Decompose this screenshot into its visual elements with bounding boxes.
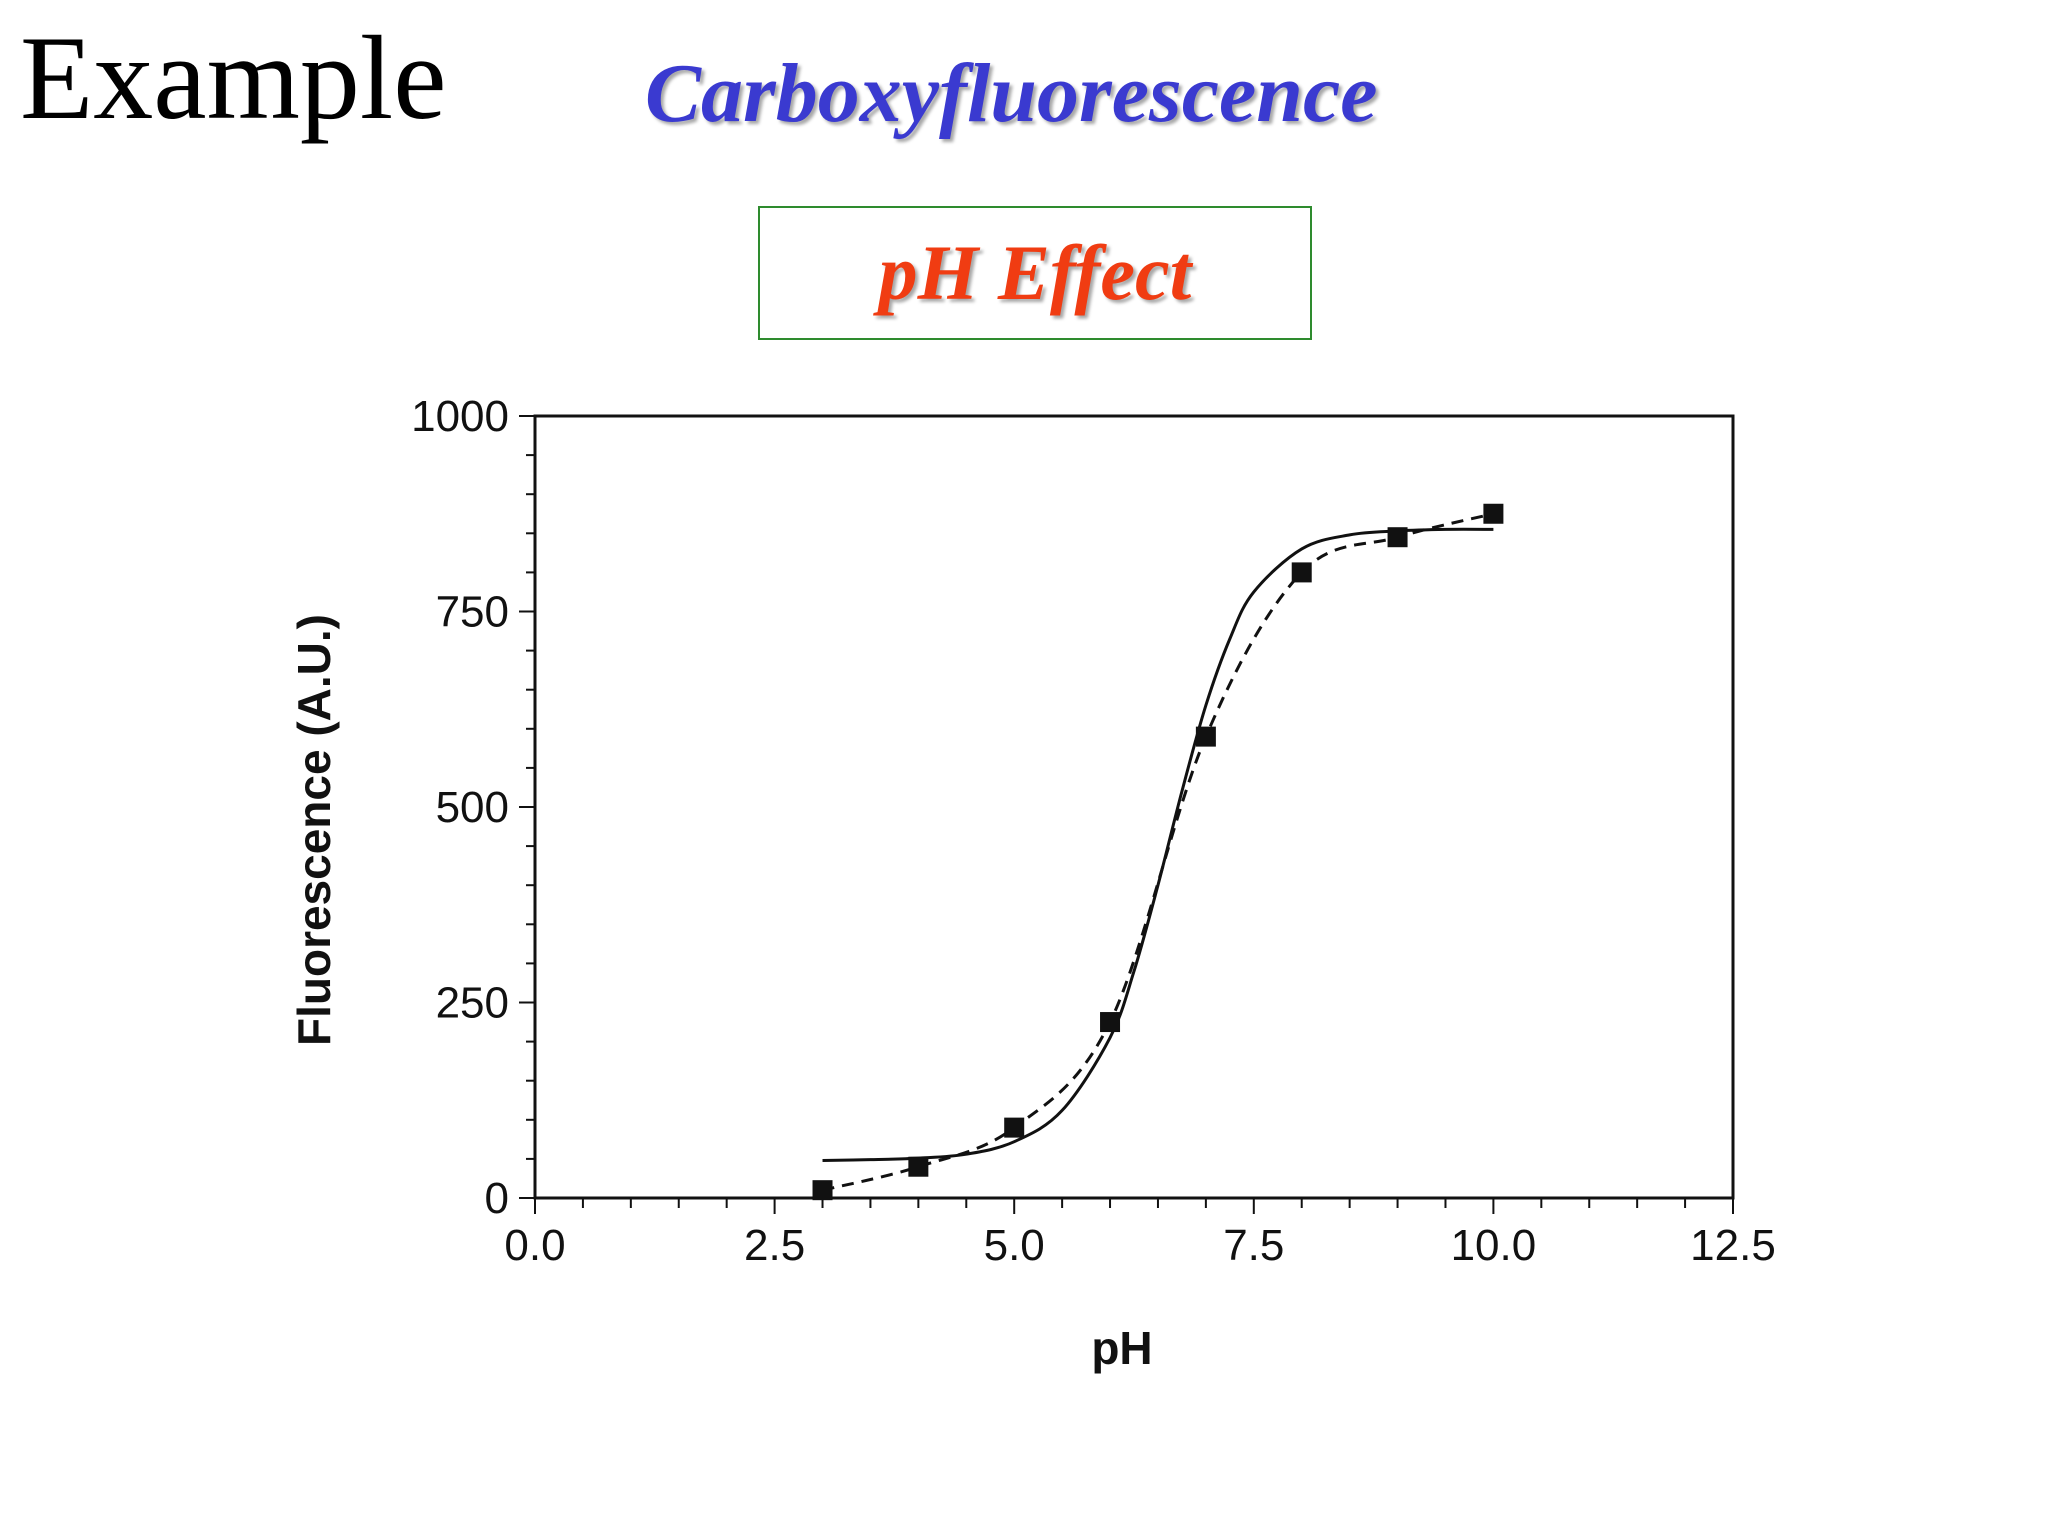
data-point-marker bbox=[1483, 503, 1504, 524]
data-point-marker bbox=[908, 1156, 929, 1177]
x-tick-label: 10.0 bbox=[1451, 1221, 1537, 1270]
data-point-marker bbox=[1100, 1012, 1121, 1033]
data-point-marker bbox=[1004, 1117, 1025, 1138]
slide-heading-word: Example bbox=[20, 11, 447, 144]
x-tick-label: 7.5 bbox=[1223, 1221, 1284, 1270]
data-point-marker bbox=[1387, 527, 1408, 548]
y-tick-label: 0 bbox=[485, 1174, 509, 1223]
fit-curve bbox=[822, 527, 1494, 1162]
x-tick-label: 0.0 bbox=[504, 1221, 565, 1270]
ph-effect-label: pH Effect bbox=[878, 229, 1192, 316]
y-tick-label: 1000 bbox=[411, 392, 509, 441]
x-tick-label: 2.5 bbox=[744, 1221, 805, 1270]
x-axis-title: pH bbox=[1091, 1322, 1152, 1374]
y-tick-label: 750 bbox=[436, 588, 509, 637]
data-dashed-line bbox=[822, 512, 1494, 1192]
slide-title: Carboxyfluorescence bbox=[645, 47, 1378, 140]
y-tick-label: 500 bbox=[436, 783, 509, 832]
y-tick-label: 250 bbox=[436, 979, 509, 1028]
data-point-marker bbox=[812, 1180, 833, 1201]
data-point-marker bbox=[1291, 562, 1312, 583]
data-point-marker bbox=[1195, 726, 1216, 747]
y-axis-title: Fluorescence (A.U.) bbox=[288, 614, 340, 1046]
x-tick-label: 12.5 bbox=[1690, 1221, 1776, 1270]
plot-frame bbox=[533, 414, 1735, 1200]
ph-effect-label-box: pH Effect bbox=[758, 206, 1312, 340]
x-tick-label: 5.0 bbox=[984, 1221, 1045, 1270]
